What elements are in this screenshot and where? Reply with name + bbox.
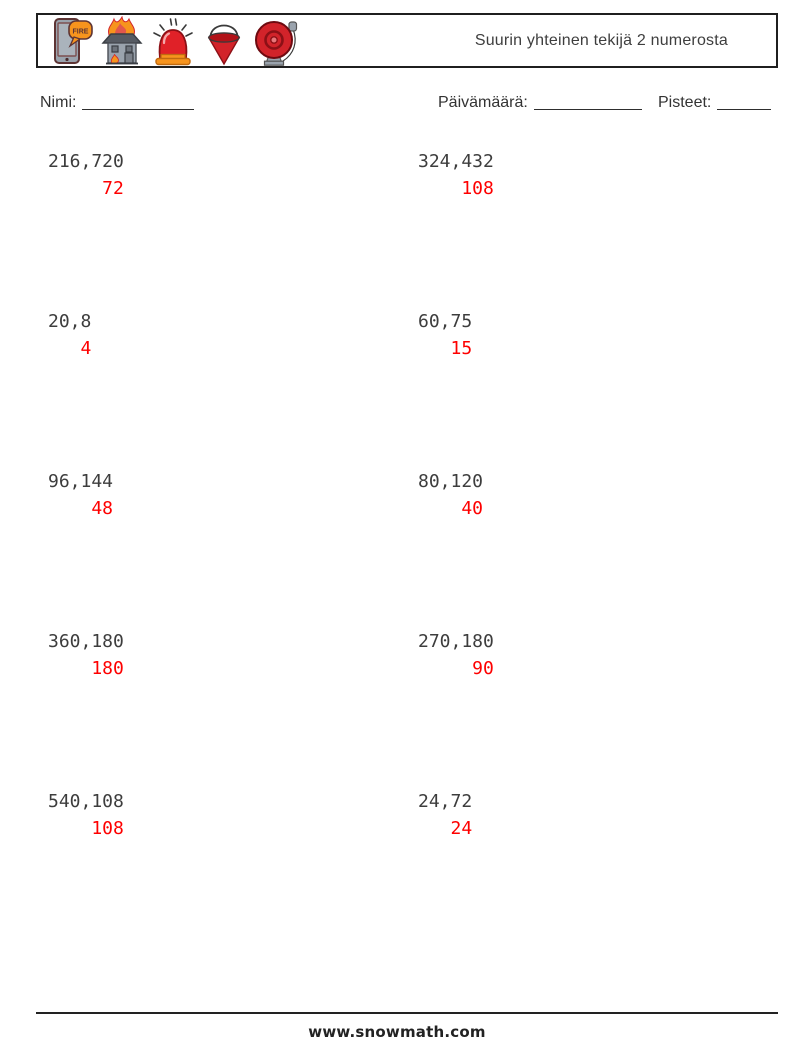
phone-fire-alert-icon: FIRE — [54, 17, 93, 64]
problem-9: 540,108 108 — [48, 788, 124, 842]
problem-2: 324,432 108 — [418, 148, 494, 202]
date-field: Päivämäärä: — [438, 93, 642, 113]
problem-answer: 72 — [102, 178, 124, 199]
date-label: Päivämäärä: — [438, 94, 528, 111]
problem-5: 96,144 48 — [48, 468, 113, 522]
footer-website: www.snowmath.com — [308, 1023, 486, 1041]
burning-house-icon — [101, 15, 143, 64]
problem-answer: 90 — [472, 658, 494, 679]
fire-icons-row: FIRE — [48, 15, 298, 66]
problem-numbers: 540,108 — [48, 791, 124, 812]
problem-4: 60,75 15 — [418, 308, 472, 362]
score-label: Pisteet: — [658, 94, 712, 111]
problem-numbers: 324,432 — [418, 151, 494, 172]
problem-answer: 108 — [91, 818, 124, 839]
score-blank-line — [717, 108, 772, 110]
problem-answer: 40 — [461, 498, 484, 519]
problem-1: 216,720 72 — [48, 148, 124, 202]
worksheet-title: Suurin yhteinen tekijä 2 numerosta — [474, 31, 728, 49]
name-label: Nimi: — [40, 94, 77, 111]
problem-numbers: 80,120 — [418, 471, 484, 492]
problem-answer: 15 — [450, 338, 473, 359]
problem-answer: 24 — [450, 818, 473, 839]
alarm-bell-icon — [255, 20, 298, 66]
date-blank-line — [533, 108, 642, 110]
fire-bubble-label: FIRE — [73, 28, 89, 35]
fire-bucket-icon — [207, 24, 241, 65]
problem-7: 360,180 180 — [48, 628, 124, 682]
problem-answer: 180 — [91, 658, 124, 679]
problem-numbers: 60,75 — [418, 311, 473, 332]
footer-divider — [36, 1012, 778, 1014]
problem-6: 80,120 40 — [418, 468, 483, 522]
problem-10: 24,72 24 — [418, 788, 472, 842]
problem-answer: 4 — [80, 338, 92, 359]
problem-numbers: 20,8 — [48, 311, 92, 332]
problem-answer: 48 — [91, 498, 114, 519]
score-field: Pisteet: — [658, 93, 772, 113]
siren-icon — [153, 17, 193, 65]
problem-3: 20,8 4 — [48, 308, 91, 362]
problem-8: 270,180 90 — [418, 628, 494, 682]
name-field: Nimi: — [40, 93, 195, 113]
problem-numbers: 24,72 — [418, 791, 473, 812]
name-blank-line — [82, 108, 195, 110]
problem-answer: 108 — [461, 178, 494, 199]
problem-numbers: 96,144 — [48, 471, 114, 492]
problem-numbers: 360,180 — [48, 631, 124, 652]
problem-numbers: 270,180 — [418, 631, 494, 652]
problem-numbers: 216,720 — [48, 151, 124, 172]
header-box: FIRE — [36, 13, 778, 68]
